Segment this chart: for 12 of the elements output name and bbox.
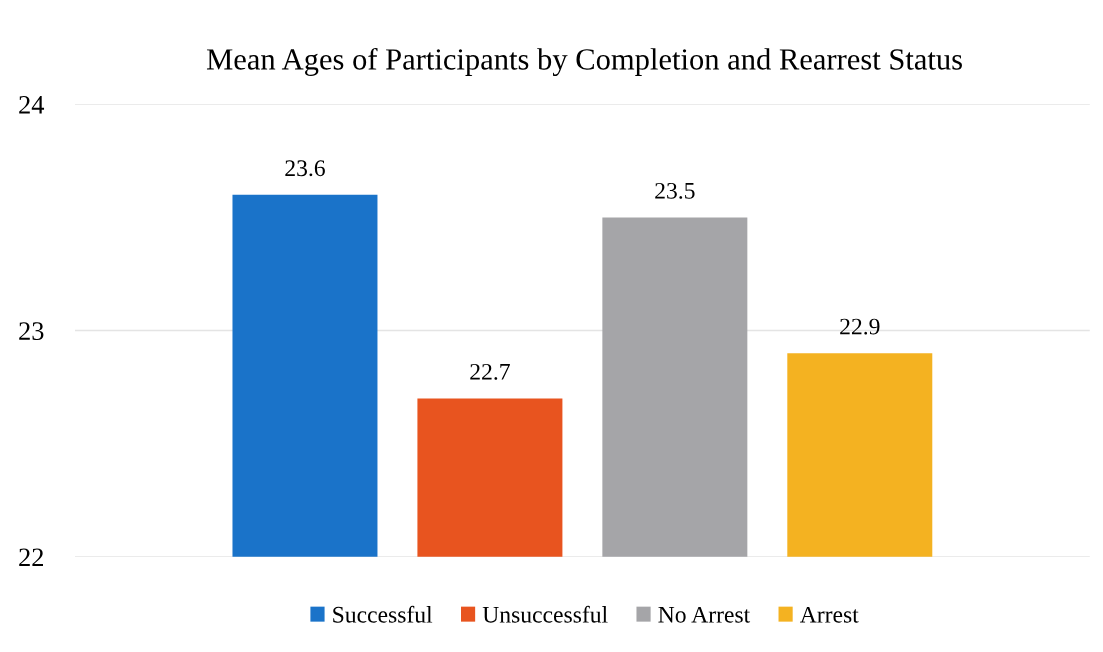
y-tick-label: 22 [19, 548, 43, 566]
data-label: 23.5 [655, 182, 695, 199]
y-tick-label: 24 [19, 96, 45, 114]
data-label: 22.7 [470, 363, 510, 380]
data-label: 22.9 [840, 318, 880, 335]
legend-label: Successful [333, 605, 433, 623]
legend-label: No Arrest [658, 606, 751, 623]
legend-label: Arrest [800, 606, 859, 623]
chart-title: Mean Ages of Participants by Completion and Rearrest Status [206, 47, 962, 76]
y-tick-label: 23 [19, 322, 44, 340]
legend-label: Unsuccessful [482, 605, 608, 623]
data-label: 23.6 [285, 160, 325, 177]
